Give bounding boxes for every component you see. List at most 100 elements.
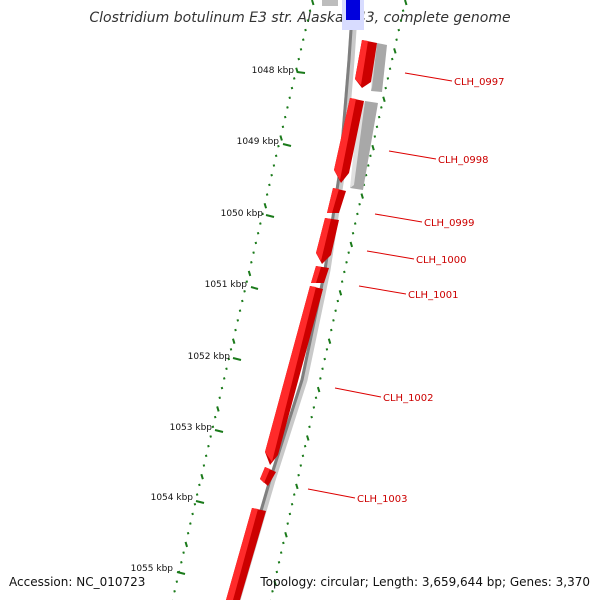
gc-dot	[277, 561, 281, 564]
gc-dot	[222, 377, 226, 380]
gene-label-1000[interactable]: CLH_1000	[366, 250, 467, 266]
gene-arrow-1003[interactable]	[260, 467, 276, 486]
gc-dot	[225, 367, 228, 371]
kbp-tick-label: 1054 kbp	[151, 493, 194, 503]
gene-arrow-1002[interactable]	[265, 286, 323, 465]
gc-dot	[292, 493, 296, 496]
gene-label-1002[interactable]: CLH_1002	[334, 387, 434, 404]
kbp-tick-label: 1050 kbp	[221, 209, 264, 219]
gene-label-0997[interactable]: CLH_0997	[404, 72, 505, 88]
gc-dot	[401, 9, 405, 12]
gc-dot	[252, 251, 255, 254]
gc-dot	[302, 38, 305, 41]
gc-dot	[334, 309, 337, 312]
gc-dot	[395, 38, 398, 41]
gc-dot	[175, 580, 179, 583]
kbp-tick-label: 1049 kbp	[237, 137, 280, 147]
gc-dot	[347, 251, 350, 254]
gene-arrow-0998[interactable]	[334, 98, 364, 183]
gc-dot	[286, 106, 289, 109]
gc-dot	[247, 270, 252, 277]
gc-dot	[256, 231, 260, 235]
gc-dot	[180, 561, 183, 564]
gc-dot	[367, 164, 370, 167]
gc-dot	[371, 144, 375, 151]
gc-dot	[207, 444, 210, 448]
top-gene-partial[interactable]	[322, 0, 364, 30]
gc-dot	[195, 493, 199, 496]
gc-dot	[292, 77, 296, 80]
gc-dot	[308, 9, 312, 12]
gc-dot	[209, 435, 212, 438]
kbp-tick: 1050 kbp	[221, 209, 275, 219]
gc-dot	[279, 135, 283, 141]
gc-dot	[220, 386, 224, 390]
gc-dot	[388, 67, 392, 71]
kbp-tick-label: 1052 kbp	[188, 352, 231, 362]
gc-dot	[213, 415, 217, 419]
gc-dot	[297, 57, 301, 61]
gene-label-text: CLH_1003	[357, 494, 408, 505]
gc-dot	[232, 338, 236, 344]
kbp-tick: 1053 kbp	[170, 423, 224, 433]
gene-label-1001[interactable]: CLH_1001	[358, 285, 459, 301]
gc-dot	[282, 541, 285, 545]
gene-arrow-0999[interactable]	[327, 188, 346, 213]
gc-dot	[330, 328, 333, 332]
gc-dot	[241, 299, 244, 303]
gene-arrow-0997[interactable]	[355, 40, 377, 88]
gc-dot	[290, 502, 294, 506]
gene-arrow-bottom[interactable]	[226, 508, 266, 600]
kbp-tick: 1048 kbp	[252, 66, 306, 76]
gc-dot	[191, 512, 194, 516]
gene-label-text: CLH_0997	[454, 77, 505, 88]
gc-dot	[301, 454, 305, 458]
gene-label-text: CLH_0998	[438, 155, 489, 166]
gc-dot	[271, 590, 274, 593]
reverse-gene-0997[interactable]	[371, 43, 387, 92]
gc-dot	[351, 231, 355, 235]
gc-dot	[265, 193, 269, 196]
gc-dot	[263, 202, 268, 209]
gene-label-text: CLH_1001	[408, 290, 459, 301]
gc-dot	[312, 406, 316, 409]
gc-dot	[254, 241, 258, 245]
gc-dot	[299, 464, 303, 467]
gc-track-left	[172, 0, 315, 600]
gene-label-0998[interactable]: CLH_0998	[388, 150, 489, 166]
gc-dot	[308, 425, 311, 429]
gene-label-text: CLH_1000	[416, 255, 467, 266]
gene-label-1003[interactable]: CLH_1003	[307, 488, 408, 505]
gc-dot	[377, 115, 381, 119]
kbp-tick-label: 1053 kbp	[170, 423, 213, 433]
kbp-tick: 1049 kbp	[237, 137, 292, 147]
gene-labels: CLH_0997 CLH_0998 CLH_0999 CLH_1000 CLH_…	[307, 72, 505, 505]
gc-dot	[314, 396, 318, 400]
kbp-scale: 1048 kbp 1049 kbp 1050 kbp 1051 kbp 1052…	[131, 66, 306, 575]
gc-dot	[277, 144, 280, 148]
kbp-tick-label: 1051 kbp	[205, 280, 248, 290]
gc-dot	[386, 77, 390, 80]
gc-dot	[211, 425, 215, 429]
gc-dot	[261, 212, 264, 216]
gc-dot	[295, 483, 299, 490]
gene-arrow-1001[interactable]	[311, 266, 329, 283]
gc-dot	[202, 464, 206, 467]
gc-dot	[238, 309, 242, 312]
gc-dot	[306, 435, 310, 441]
gc-track-right	[270, 0, 408, 600]
gene-arrow-1000[interactable]	[316, 218, 339, 264]
gc-dot	[297, 473, 300, 477]
reverse-gene-0998[interactable]	[350, 101, 378, 190]
gc-dot	[319, 377, 322, 380]
gc-dot	[310, 415, 313, 419]
gc-dot	[272, 164, 276, 167]
gc-dot	[369, 154, 372, 158]
genome-summary: Topology: circular; Length: 3,659,644 bp…	[260, 575, 590, 589]
gc-dot	[311, 0, 315, 6]
gene-label-0999[interactable]: CLH_0999	[374, 213, 475, 229]
gc-dot	[286, 522, 289, 525]
gc-dot	[273, 580, 277, 586]
kbp-tick: 1055 kbp	[131, 564, 186, 575]
